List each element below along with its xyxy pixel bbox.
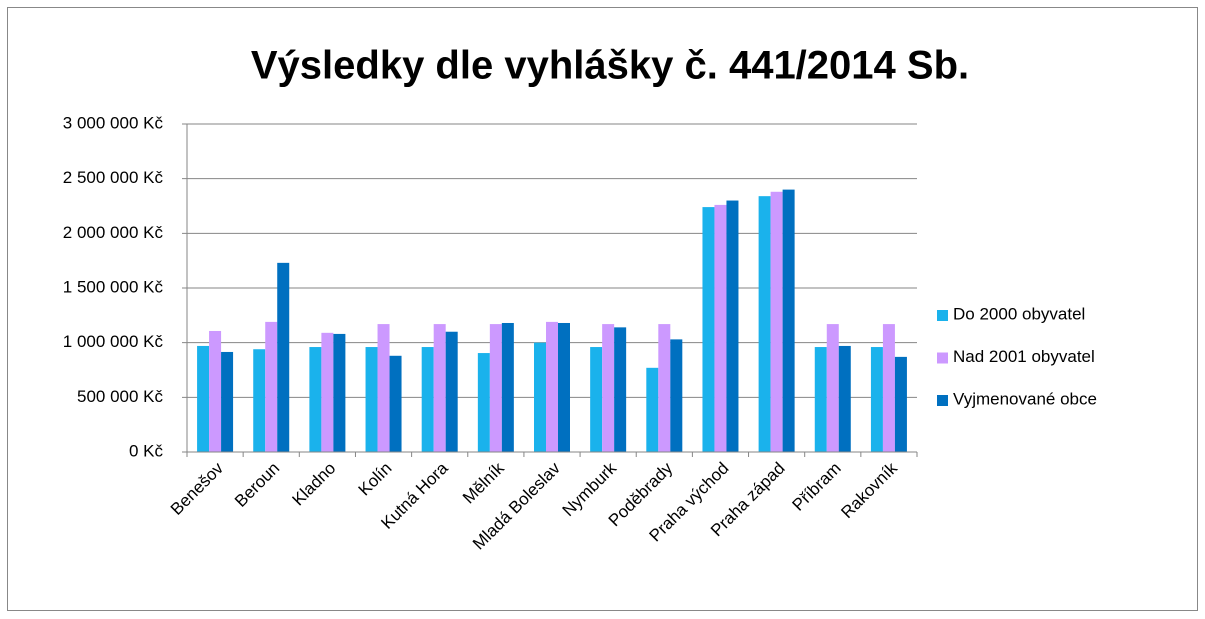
bar	[646, 367, 659, 452]
bar	[702, 207, 715, 452]
bar	[658, 324, 671, 452]
legend-swatch	[937, 310, 948, 321]
legend-swatch	[937, 395, 948, 406]
y-tick-label: 500 000 Kč	[77, 387, 164, 406]
bar	[501, 322, 514, 452]
bar	[377, 324, 390, 452]
bar	[782, 189, 795, 452]
bar	[670, 339, 683, 452]
bar	[534, 342, 546, 452]
bar	[614, 327, 627, 452]
y-tick-label: 0 Kč	[129, 441, 164, 460]
bar	[433, 324, 446, 452]
bar	[770, 191, 783, 452]
bar	[365, 347, 378, 452]
bar	[882, 324, 895, 452]
y-tick-label: 2 500 000 Kč	[63, 168, 164, 187]
bar	[309, 347, 322, 452]
bar	[221, 351, 234, 452]
chart-border	[7, 7, 1198, 611]
bar	[602, 324, 615, 452]
y-tick-label: 1 500 000 Kč	[63, 277, 164, 296]
legend-swatch	[937, 352, 948, 364]
bar	[445, 331, 458, 452]
bar	[265, 321, 278, 452]
bar	[477, 353, 490, 452]
legend-label: Vyjmenované obce	[953, 389, 1097, 408]
bar	[558, 322, 570, 452]
bar	[333, 333, 346, 452]
bar	[814, 347, 827, 452]
bar	[546, 321, 558, 452]
bar	[590, 347, 603, 452]
bar	[197, 345, 210, 452]
bar	[758, 196, 771, 452]
y-tick-label: 2 000 000 Kč	[63, 223, 164, 242]
bar	[870, 347, 883, 452]
bar	[714, 204, 727, 452]
legend-label: Nad 2001 obyvatel	[953, 347, 1095, 366]
y-tick-label: 1 000 000 Kč	[63, 332, 164, 351]
legend-label: Do 2000 obyvatel	[953, 304, 1085, 323]
bar	[489, 324, 502, 452]
bar	[838, 345, 851, 452]
bar	[209, 330, 222, 452]
bar	[726, 200, 739, 452]
bar	[321, 332, 334, 452]
bar	[253, 349, 266, 452]
bar	[894, 356, 907, 452]
bar	[826, 324, 839, 452]
bar	[421, 347, 434, 452]
bar	[389, 355, 402, 452]
bar	[277, 262, 290, 452]
chart-title: Výsledky dle vyhlášky č. 441/2014 Sb.	[251, 44, 969, 88]
y-tick-label: 3 000 000 Kč	[63, 113, 164, 132]
